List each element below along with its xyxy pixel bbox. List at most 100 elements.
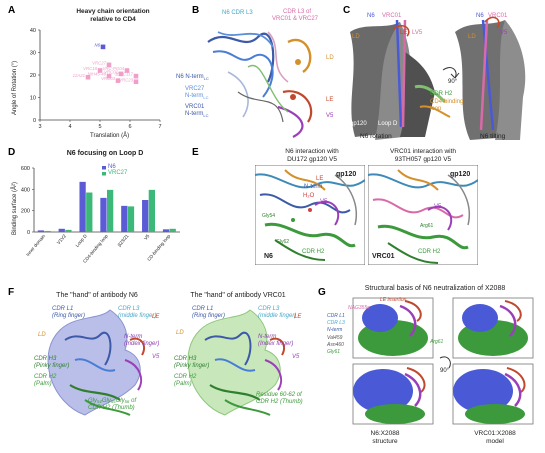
- panel-c-ld-b: LD: [468, 34, 476, 40]
- panel-e-left-structure: [255, 165, 365, 265]
- bar-category-label: β23/21: [117, 233, 130, 247]
- bar-n6: [58, 228, 65, 232]
- panel-label-g: G: [318, 287, 326, 298]
- panel-e-le: LE: [316, 176, 324, 182]
- panel-f-right-ld: LD: [176, 330, 184, 336]
- panel-b-structure: [198, 12, 338, 142]
- scatter-point-label: N6: [95, 42, 101, 47]
- panel-f-left-cdr-h3: CDR H3 (Pinky finger): [34, 356, 70, 369]
- bar-n6: [121, 205, 128, 232]
- panel-f-right-nterm: N-term (Index finger): [258, 334, 294, 347]
- scatter-point: [97, 68, 103, 73]
- panel-c-n6-rotation: N6 rotation: [360, 133, 392, 140]
- panel-b-v5: V5: [326, 113, 334, 119]
- panel-label-c: C: [343, 5, 351, 16]
- panel-c-cdr-h2: CDR H2: [430, 91, 453, 97]
- panel-c-v5-b: V5: [500, 30, 508, 36]
- panel-f-left-cdr-l3: CDR L3 (middle finger): [118, 306, 157, 319]
- panel-f-left-v5: V5: [152, 354, 160, 360]
- panel-e-gp120-left: gp120: [336, 171, 357, 178]
- panel-c-n6: N6: [367, 13, 375, 19]
- panel-f-right-le: LE: [294, 314, 302, 320]
- panel-c-gp120: gp120: [350, 121, 367, 127]
- panel-label-a: A: [8, 5, 16, 16]
- panel-e-gp120-right: gp120: [450, 171, 471, 178]
- scatter-y-tick-label: 20: [30, 73, 36, 79]
- panel-c-lv5: LV5: [412, 30, 423, 36]
- panel-e-right-title: VRC01 interaction with 93TH057 gp120 V5: [389, 148, 457, 163]
- panel-e-arg61: Arg61: [420, 223, 434, 229]
- bar-category-label: CD-binding loop: [146, 233, 171, 262]
- scatter-point-label: VRC27: [92, 60, 106, 65]
- panel-label-d: D: [8, 147, 16, 158]
- panel-d-legend-vrc27: VRC27: [108, 170, 128, 176]
- panel-e-gly62: Gly62: [276, 239, 290, 245]
- scatter-x-tick-label: 4: [68, 124, 71, 130]
- panel-f-left-cdr-h2: CDR H2 (Palm): [34, 374, 57, 387]
- scatter-point: [100, 44, 106, 50]
- scatter-point-label: VRC18: [83, 66, 97, 71]
- panel-g-rotation-angle: 90°: [440, 368, 450, 374]
- panel-f-left-hand: [47, 309, 146, 416]
- bar-vrc27: [65, 229, 72, 232]
- scatter-point: [106, 73, 112, 79]
- panel-f-left-thumb: Gly₅₄Gly₅₅Gly₅₆ of CDR H2 (Thumb): [88, 398, 137, 411]
- panel-g-nag: NAG355c: [348, 305, 370, 311]
- panel-g-title: Structural basis of N6 neutralization of…: [364, 285, 506, 292]
- panel-b-n6-nterm: N6 N-termLC: [176, 74, 209, 82]
- panel-a-xlabel: Translation (Å): [90, 133, 130, 139]
- panel-e-gly54: Gly54: [262, 213, 276, 219]
- panel-c-cd4-loop: CD4-binding loop: [430, 99, 464, 112]
- panel-f-left-le: LE: [152, 314, 160, 320]
- panel-g-gly61: Gly61: [327, 349, 341, 355]
- panel-b-vrc01: VRC01: [185, 104, 205, 110]
- bar-y-tick-label: 600: [21, 166, 30, 172]
- panel-e-nterm: N-term: [304, 184, 323, 190]
- panel-label-f: F: [8, 287, 15, 298]
- panel-e-cdr-h2: CDR H2: [302, 249, 325, 255]
- bar-vrc27: [107, 189, 114, 232]
- scatter-point: [133, 79, 139, 85]
- panel-g-structures: [352, 297, 534, 425]
- scatter-point-label: NIH45-46: [88, 72, 107, 77]
- bar-category-label: V5: [143, 233, 151, 241]
- panel-a-title: Heavy chain orientation relative to CD4: [76, 8, 150, 23]
- panel-g-caption-right: VRC01:X2088 model: [474, 430, 516, 445]
- panel-f-right-cdr-h2: CDR H2 (Palm): [174, 374, 197, 387]
- bar-category-label: Inner domain: [25, 233, 46, 257]
- panel-c-vrc01-b: VRC01: [488, 13, 508, 19]
- panel-d-title: N6 focusing on Loop D: [66, 150, 144, 157]
- panel-e-v5: V5: [320, 199, 328, 205]
- panel-g-cdr-l1: CDR L1: [327, 313, 345, 319]
- scatter-y-tick-label: 10: [30, 96, 36, 102]
- scatter-point-label: VRC01: [104, 69, 118, 74]
- scatter-y-tick-label: 40: [30, 28, 36, 34]
- scatter-point-label: VRC23: [119, 77, 133, 82]
- panel-f-right-cdr-l1: CDR L1 (Ring finger): [192, 306, 226, 319]
- panel-b-vrc01-vrc27: VRC01 & VRC27: [272, 16, 319, 22]
- bar-vrc27: [148, 189, 155, 232]
- bar-category-label: Loop D: [75, 233, 89, 248]
- scatter-y-tick-label: 0: [33, 118, 36, 124]
- bar-vrc27: [127, 206, 135, 232]
- scatter-point: [133, 73, 139, 79]
- panel-c-loopd: Loop D: [378, 121, 398, 127]
- bar-y-tick-label: 200: [21, 209, 30, 215]
- scatter-point: [118, 71, 124, 77]
- panel-e-left-title: N6 interaction with DU172 gp120 V5: [285, 148, 339, 163]
- panel-e-right-structure: [368, 165, 478, 265]
- panel-f-right-cdr-h3: CDR H3 (Pinky finger): [174, 356, 210, 369]
- panel-b-nterm-lc2: N-termLC: [185, 111, 209, 119]
- panel-b-cdr-l3-of: CDR L3 of: [283, 9, 312, 15]
- bar-y-tick-label: 400: [21, 187, 30, 193]
- scatter-point-label: VRC03: [101, 76, 115, 81]
- bar-n6: [100, 197, 107, 232]
- panel-c-ld: LD: [352, 34, 360, 40]
- panel-e-v5-b: V5: [434, 204, 442, 210]
- panel-f-right-v5: V5: [292, 354, 300, 360]
- bar-vrc27: [86, 192, 93, 232]
- panel-label-e: E: [192, 147, 199, 158]
- bar-n6: [37, 230, 45, 232]
- panel-e-n6: N6: [264, 253, 273, 260]
